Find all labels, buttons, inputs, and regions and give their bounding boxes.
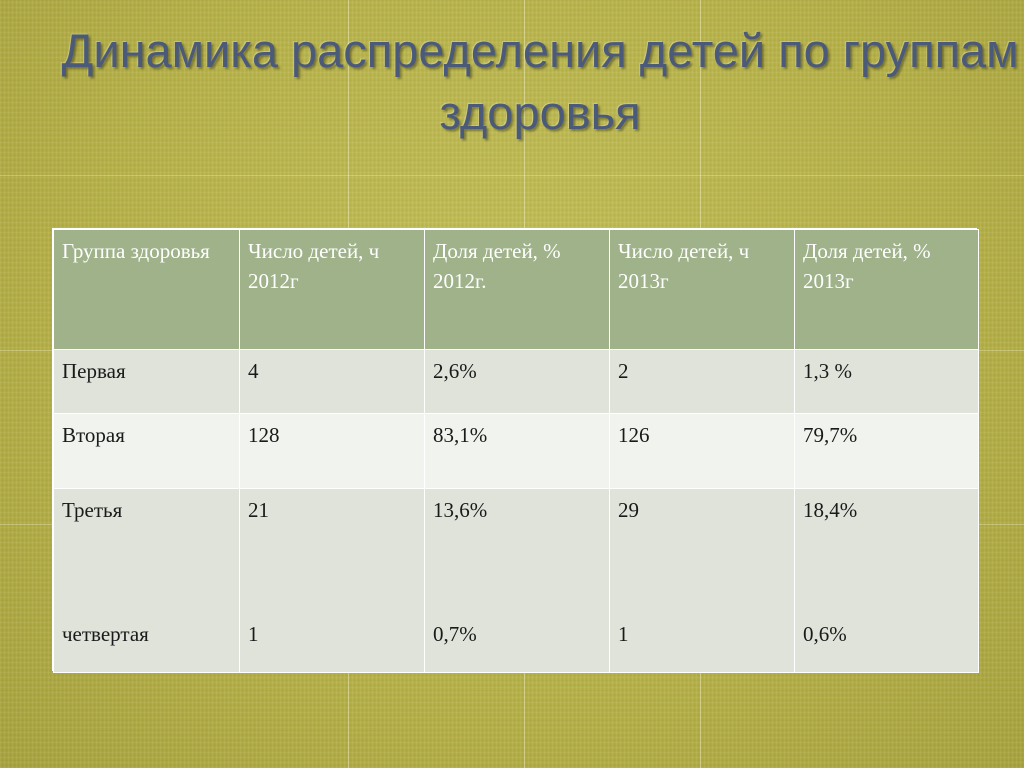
table-cell: 83,1% [424, 413, 610, 489]
cell-line: 0,7% [433, 622, 477, 646]
grid-line [0, 175, 1024, 176]
table-cell: Первая [53, 349, 240, 414]
table-cell: 128 [239, 413, 425, 489]
table-cell: 126 [609, 413, 795, 489]
table-cell: Вторая [53, 413, 240, 489]
cell-line: Третья [62, 498, 123, 522]
data-table: Группа здоровья Число детей, ч 2012г Дол… [53, 229, 979, 673]
table-cell: 21 1 [239, 488, 425, 673]
table-cell: 2,6% [424, 349, 610, 414]
header-cell-count-2013: Число детей, ч 2013г [609, 229, 795, 350]
table-row: Первая 4 2,6% 2 1,3 % [53, 349, 979, 414]
table-cell: Третья четвертая [53, 488, 240, 673]
table-cell: 13,6% 0,7% [424, 488, 610, 673]
header-cell-share-2012: Доля детей, % 2012г. [424, 229, 610, 350]
cell-line: четвертая [62, 622, 149, 646]
cell-line: 1 [248, 622, 259, 646]
table-cell: 2 [609, 349, 795, 414]
slide-title: Динамика распределения детей по группам … [61, 24, 1019, 139]
table-cell: 1,3 % [794, 349, 979, 414]
cell-line: 18,4% [803, 498, 858, 522]
table-cell: 4 [239, 349, 425, 414]
header-cell-group: Группа здоровья [53, 229, 240, 350]
cell-line: 13,6% [433, 498, 488, 522]
table-cell: 79,7% [794, 413, 979, 489]
header-cell-share-2013: Доля детей, % 2013г [794, 229, 979, 350]
cell-line: 1 [618, 622, 629, 646]
table-row: Третья четвертая 21 1 13,6% 0,7% 29 1 18… [53, 488, 979, 673]
cell-line: 21 [248, 498, 269, 522]
table-header-row: Группа здоровья Число детей, ч 2012г Дол… [53, 229, 979, 350]
table-cell: 18,4% 0,6% [794, 488, 979, 673]
table-cell: 29 1 [609, 488, 795, 673]
cell-line: 29 [618, 498, 639, 522]
cell-line: 0,6% [803, 622, 847, 646]
header-cell-count-2012: Число детей, ч 2012г [239, 229, 425, 350]
health-groups-table: Группа здоровья Число детей, ч 2012г Дол… [52, 228, 979, 673]
table-row: Вторая 128 83,1% 126 79,7% [53, 413, 979, 489]
